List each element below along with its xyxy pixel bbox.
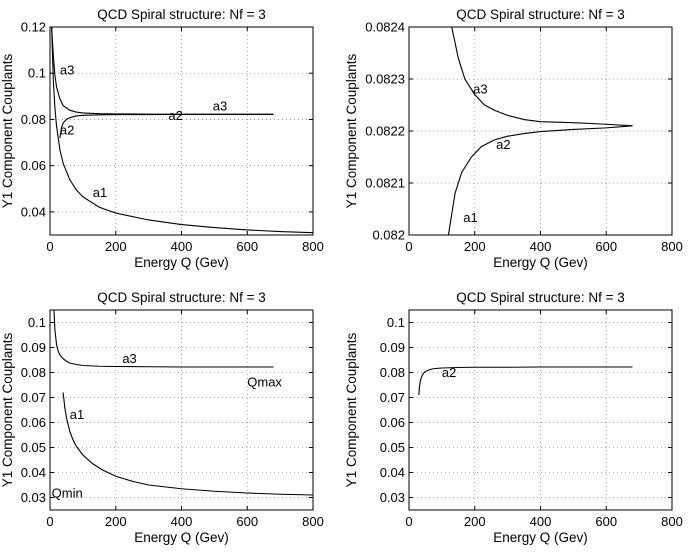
y-axis-label: Y1 Component Couplants [344, 332, 359, 487]
series-a3-line [451, 27, 633, 127]
x-tick-label: 200 [464, 514, 486, 529]
chart-panel-3: 0 200 400 600 800 0.03 0.04 0.05 0.06 0.07 0.08 0.0… [0, 290, 324, 545]
y-tick-label: 0.06 [21, 415, 46, 430]
annotation-a1: a1 [70, 407, 84, 422]
plot-frame [408, 26, 673, 236]
x-tick-label: 0 [405, 514, 412, 529]
y-tick-label: 0.1 [28, 315, 46, 330]
annotation-a1: a1 [93, 185, 107, 200]
y-tick-label: 0.09 [380, 340, 405, 355]
annotation-a1: a1 [463, 210, 477, 225]
y-tick-label: 0.1 [387, 315, 405, 330]
annotation-a3: a3 [122, 351, 136, 366]
series-a2-line [59, 113, 274, 139]
x-tick-label: 600 [595, 239, 617, 254]
annotation-qmax: Qmax [247, 374, 282, 389]
x-tick-label: 600 [236, 239, 258, 254]
x-tick-label: 0 [46, 514, 53, 529]
y-tick-label: 0.04 [21, 204, 46, 219]
annotation-a3: a3 [60, 62, 74, 77]
y-tick-label: 0.0823 [365, 72, 405, 87]
chart-title: QCD Spiral structure: Nf = 3 [456, 290, 624, 305]
y-axis-label: Y1 Component Couplants [0, 332, 15, 487]
plot-frame [49, 26, 314, 236]
y-tick-label: 0.1 [28, 66, 46, 81]
x-axis-label: Energy Q (Gev) [134, 255, 229, 270]
x-tick-label: 800 [661, 514, 683, 529]
series-a1-line [51, 27, 313, 234]
chart-title: QCD Spiral structure: Nf = 3 [97, 7, 265, 22]
y-tick-label: 0.06 [380, 415, 405, 430]
chart-panel-4: 0 200 400 600 800 0.03 0.04 0.05 0.06 0.07 0.08 0.0… [344, 290, 683, 545]
x-tick-label: 0 [405, 239, 412, 254]
y-tick-label: 0.09 [21, 340, 46, 355]
y-tick-label: 0.04 [21, 465, 46, 480]
y-tick-label: 0.08 [380, 365, 405, 380]
y-tick-label: 0.07 [380, 390, 405, 405]
x-tick-label: 600 [236, 514, 258, 529]
x-tick-label: 0 [46, 239, 53, 254]
x-tick-label: 800 [661, 239, 683, 254]
chart-title: QCD Spiral structure: Nf = 3 [456, 7, 624, 22]
x-tick-label: 400 [530, 239, 552, 254]
x-tick-label: 200 [105, 239, 127, 254]
x-tick-label: 200 [105, 514, 127, 529]
chart-title: QCD Spiral structure: Nf = 3 [97, 290, 265, 305]
x-axis-label: Energy Q (Gev) [493, 530, 588, 545]
series-a3-line [51, 27, 274, 115]
plot-frame [49, 309, 314, 511]
y-tick-label: 0.04 [380, 465, 405, 480]
chart-panel-1: 0 200 400 600 800 0.04 0.06 0.08 0.1 0.12 a3 a3 a2 a2… [0, 7, 324, 270]
y-tick-label: 0.05 [21, 440, 46, 455]
annotation-qmin: Qmin [52, 486, 83, 501]
x-axis-label: Energy Q (Gev) [134, 530, 229, 545]
y-tick-label: 0.082 [372, 228, 405, 243]
chart-panel-2: 0 200 400 600 800 0.082 0.0821 0.0822 0.0823 0.08… [344, 7, 683, 270]
x-tick-label: 800 [302, 514, 324, 529]
y-tick-label: 0.0822 [365, 124, 405, 139]
x-tick-label: 600 [595, 514, 617, 529]
y-tick-label: 0.05 [380, 440, 405, 455]
annotation-a2: a2 [442, 365, 456, 380]
series-a2-line [418, 366, 633, 396]
y-tick-label: 0.12 [21, 20, 46, 35]
y-tick-label: 0.08 [21, 365, 46, 380]
annotation-a2: a2 [496, 137, 510, 152]
annotation-a3: a3 [473, 82, 487, 97]
y-tick-label: 0.07 [21, 390, 46, 405]
annotation-a2: a2 [168, 108, 182, 123]
y-axis-label: Y1 Component Couplants [0, 53, 15, 208]
series-a3-line [53, 310, 274, 368]
series-a1-line [62, 392, 313, 496]
y-tick-label: 0.0821 [365, 176, 405, 191]
y-tick-label: 0.06 [21, 158, 46, 173]
x-tick-label: 400 [530, 514, 552, 529]
y-tick-label: 0.03 [21, 490, 46, 505]
series-a2-line [447, 125, 633, 235]
y-tick-label: 0.08 [21, 112, 46, 127]
y-axis-label: Y1 Component Couplants [344, 53, 359, 208]
annotation-a2: a2 [60, 122, 74, 137]
x-tick-label: 200 [464, 239, 486, 254]
x-axis-label: Energy Q (Gev) [493, 255, 588, 270]
annotation-a3: a3 [213, 99, 227, 114]
y-tick-label: 0.0824 [365, 20, 405, 35]
y-tick-label: 0.03 [380, 490, 405, 505]
plot-frame [408, 309, 673, 511]
x-tick-label: 400 [171, 514, 193, 529]
x-tick-label: 400 [171, 239, 193, 254]
x-tick-label: 800 [302, 239, 324, 254]
